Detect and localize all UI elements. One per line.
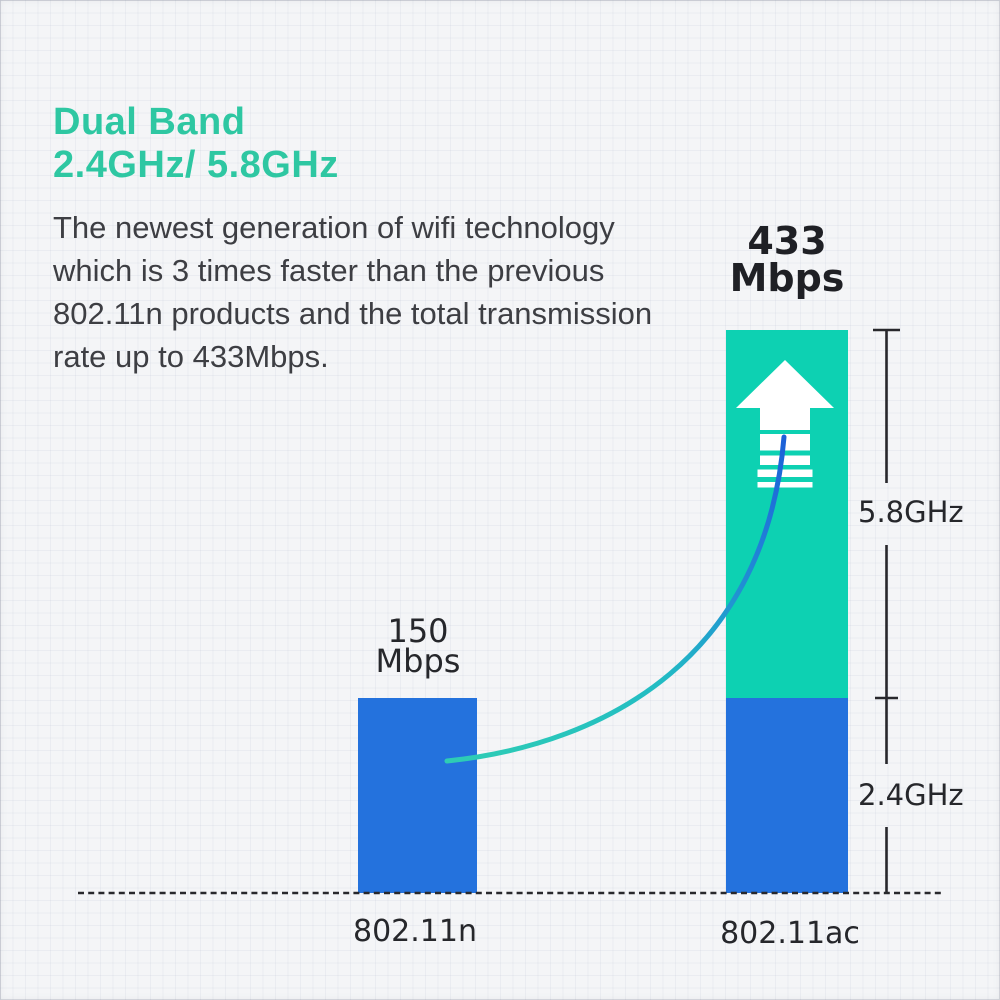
- value-unit: Mbps: [375, 642, 461, 680]
- value-number: 150: [387, 612, 449, 650]
- value-label-802-11n: 150 Mbps: [318, 612, 518, 680]
- band-label-5-8ghz: 5.8GHz: [858, 495, 964, 529]
- arrow-stripe: [757, 482, 813, 488]
- page-subtitle: 2.4GHz/ 5.8GHz: [53, 144, 339, 186]
- band-label-2-4ghz: 2.4GHz: [858, 778, 964, 812]
- description: The newest generation of wifi technology…: [53, 206, 652, 378]
- bar-802-11n: [358, 698, 477, 893]
- description-line: which is 3 times faster than the previou…: [53, 253, 605, 288]
- growth-curve-icon: [444, 434, 787, 764]
- category-label-802-11ac: 802.11ac: [720, 916, 860, 951]
- arrow-stripe: [757, 469, 813, 477]
- value-number: 433: [747, 219, 827, 263]
- description-line: 802.11n products and the total transmiss…: [53, 296, 653, 331]
- page-title: Dual Band: [53, 101, 246, 143]
- value-label-802-11ac: 433 Mbps: [687, 219, 887, 300]
- range-bracket: [873, 328, 900, 893]
- arrow-shaft: [760, 405, 810, 430]
- description-line: rate up to 433Mbps.: [53, 339, 329, 374]
- arrow-stripe: [760, 455, 810, 465]
- bar-802-11ac-segment-2-4ghz: [726, 698, 848, 893]
- description-line: The newest generation of wifi technology: [53, 210, 615, 245]
- category-label-802-11n: 802.11n: [353, 914, 477, 949]
- up-arrow-icon: [736, 360, 834, 488]
- value-unit: Mbps: [729, 256, 845, 300]
- arrow-head: [736, 360, 834, 408]
